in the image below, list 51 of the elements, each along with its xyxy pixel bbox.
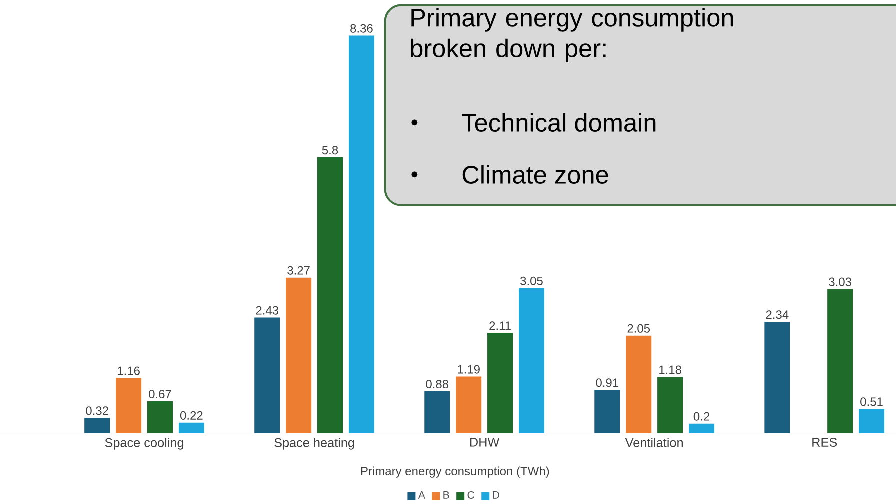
data-label: 3.03	[829, 278, 852, 286]
bar	[178, 422, 204, 434]
bar	[594, 390, 620, 434]
data-label: 1.16	[118, 366, 140, 376]
data-label: 0.22	[180, 411, 203, 420]
data-label: 3.27	[288, 266, 310, 275]
bar	[859, 409, 885, 434]
data-label: 2.05	[628, 324, 650, 333]
data-label: 2.43	[256, 306, 279, 315]
data-label: 0.88	[426, 380, 449, 389]
data-label: 2.11	[490, 322, 511, 330]
bar	[84, 418, 110, 434]
annotation: Climate zone	[462, 165, 608, 184]
data-label: 0.32	[86, 406, 108, 416]
data-label: 3.05	[520, 276, 543, 286]
bar	[318, 158, 344, 434]
bar	[254, 318, 280, 434]
bar	[764, 322, 790, 434]
data-label: 2.34	[766, 310, 789, 320]
data-label: 1.18	[660, 366, 682, 374]
bar	[348, 36, 374, 434]
data-label: 0.91	[596, 378, 618, 388]
data-label: 0.2	[694, 412, 710, 421]
bar	[689, 424, 715, 434]
x-tick-label: RES	[812, 438, 838, 448]
bar	[658, 377, 684, 434]
annotation: Primary energy consumption broken down per:	[411, 8, 734, 63]
data-label: 8.36	[350, 24, 373, 33]
x-axis-title: Primary energy consumption (TWh)	[361, 466, 550, 478]
legend-label: C	[468, 491, 475, 499]
bar	[488, 332, 514, 434]
x-tick-label: Space heating	[274, 438, 354, 450]
bar	[828, 289, 854, 434]
data-label: 0.51	[860, 398, 883, 406]
x-tick-label: DHW	[470, 438, 500, 447]
x-tick-label: Ventilation	[625, 438, 683, 448]
annotation: Technical domain	[462, 113, 656, 132]
bar	[424, 391, 450, 434]
legend-label: B	[444, 492, 450, 499]
x-tick-label: Space cooling	[105, 438, 184, 450]
bar	[116, 378, 142, 434]
legend-label: A	[418, 492, 426, 499]
legend-label: D	[493, 492, 500, 499]
bar	[147, 401, 173, 434]
data-label: 5.8	[322, 146, 338, 155]
bar	[286, 278, 312, 434]
bar	[456, 376, 482, 434]
data-label: 0.67	[149, 390, 172, 399]
bar	[518, 288, 544, 434]
bar	[626, 336, 652, 434]
data-label: 1.19	[458, 365, 480, 374]
